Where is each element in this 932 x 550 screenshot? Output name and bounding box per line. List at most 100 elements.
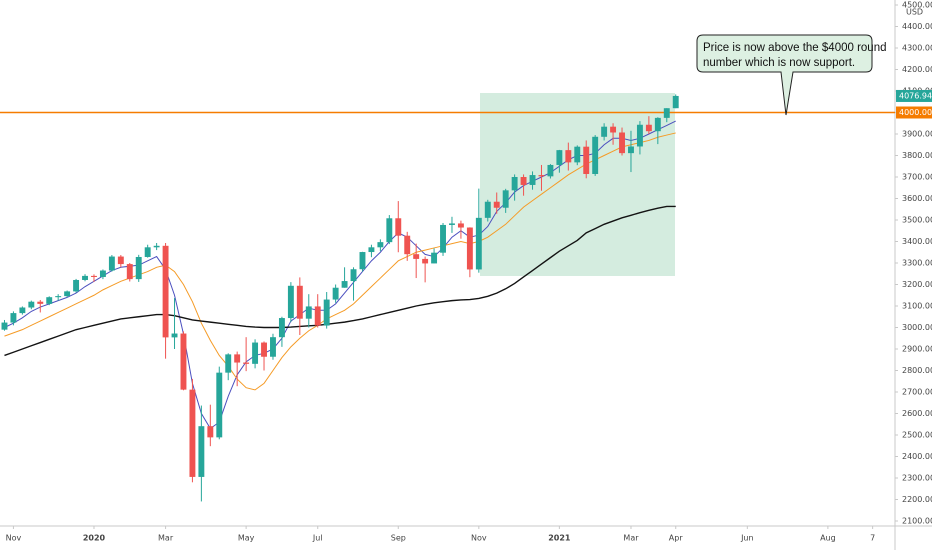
x-tick-label: 7 [870,534,875,543]
y-tick-label: 3000.00 [902,323,932,332]
candle-body [314,306,321,326]
candle-body [270,337,276,357]
candle-body [475,217,482,270]
candle-body [395,218,402,236]
y-tick-label: 2500.00 [902,431,932,440]
x-tick-label: Nov [6,534,22,543]
highlight-box [480,93,675,276]
candle-body [287,285,294,319]
candle-body [28,301,35,308]
level-tag [896,106,932,119]
x-tick-label: Jun [740,534,754,543]
x-tick-label: 2021 [548,534,571,543]
candle-body [610,126,617,133]
last-price-tag [896,89,932,102]
x-tick-label: Sep [391,534,406,543]
candle-body [243,362,250,364]
candle-body [583,146,590,174]
y-tick-label: 2300.00 [902,474,932,483]
candle-body [162,245,169,338]
candle-body [73,279,80,292]
candle-body [413,254,420,259]
candle-body [144,247,151,257]
candle-body [341,281,348,288]
y-tick-label: 3400.00 [902,237,932,246]
y-tick-label: 2200.00 [902,495,932,504]
candle-body [216,372,223,438]
x-tick-label: Jul [312,534,323,543]
candle-body [10,313,17,323]
candle-body [449,223,455,225]
candle-body [502,190,509,208]
last-price-label: 4076.94 [899,91,932,100]
candle-body [592,136,599,174]
moving-average [4,132,676,391]
candle-body [180,333,187,390]
candle-body [296,285,303,319]
candle-body [654,117,661,132]
candle-body [493,201,500,208]
candle-body [377,242,384,248]
y-tick-label: 3600.00 [902,194,932,203]
candle-body [538,175,545,177]
x-tick-label: Apr [669,534,684,543]
candle-body [431,252,438,264]
candle-body [99,270,106,277]
candle-body [135,256,142,280]
annotation-line: Price is now above the $4000 round [703,42,886,54]
candle-body [636,124,643,147]
candle-body [278,318,285,338]
y-tick-label: 2700.00 [902,388,932,397]
candle-body [126,264,133,280]
candle-body [37,301,44,304]
candle-body [368,247,375,253]
y-tick-label: 3700.00 [902,173,932,182]
candle-body [305,306,312,319]
candle-body [108,256,115,271]
candle-body [440,224,446,253]
y-tick-label: 3100.00 [902,302,932,311]
candle-body [601,126,608,137]
candle-body [672,95,679,109]
candle-body [556,150,563,165]
y-tick-label: 3500.00 [902,216,932,225]
moving-average [4,120,676,430]
y-tick-label: 3300.00 [902,259,932,268]
candle-body [386,218,393,243]
y-tick-label: 2100.00 [902,517,932,526]
candle-body [1,322,8,330]
candle-body [153,245,160,248]
x-tick-label: Nov [471,534,487,543]
candle-body [19,307,26,314]
y-tick-label: 3900.00 [902,130,932,139]
candle-body [645,124,652,132]
y-tick-label: 3800.00 [902,151,932,160]
y-tick-label: 2900.00 [902,345,932,354]
candle-body [46,297,53,304]
x-tick-label: Mar [623,534,639,543]
annotation-line: number which is now support. [703,57,855,69]
candle-body [252,342,259,364]
candle-body [565,150,572,163]
candle-body [225,354,232,373]
candle-body [55,296,62,298]
candle-body [82,275,88,280]
candle-body [323,299,330,326]
y-tick-label: 4400.00 [902,22,932,31]
candle-body [198,426,205,477]
x-tick-label: May [238,534,255,543]
candle-body [511,177,518,191]
x-tick-label: Mar [158,534,174,543]
candle-body [466,227,473,270]
x-tick-label: 2020 [83,534,106,543]
candle-body [189,389,196,477]
candle-body [529,175,536,185]
candle-body [619,132,625,154]
moving-average [4,205,676,357]
level-tag-label: 4000.00 [899,108,932,117]
currency-label: USD [906,8,923,17]
candle-body [628,146,634,154]
y-tick-label: 3200.00 [902,280,932,289]
